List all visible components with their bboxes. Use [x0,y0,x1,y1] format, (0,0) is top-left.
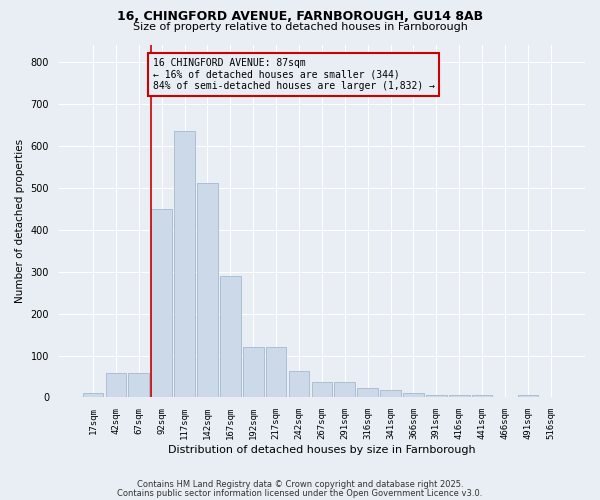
Text: Contains public sector information licensed under the Open Government Licence v3: Contains public sector information licen… [118,489,482,498]
Text: Contains HM Land Registry data © Crown copyright and database right 2025.: Contains HM Land Registry data © Crown c… [137,480,463,489]
Bar [358,388,378,398]
Bar [403,394,424,398]
Bar [289,371,309,398]
Bar [334,382,355,398]
Bar [472,396,493,398]
Bar [197,184,218,398]
Text: 16, CHINGFORD AVENUE, FARNBOROUGH, GU14 8AB: 16, CHINGFORD AVENUE, FARNBOROUGH, GU14 … [117,10,483,23]
X-axis label: Distribution of detached houses by size in Farnborough: Distribution of detached houses by size … [168,445,476,455]
Bar [426,394,446,398]
Bar [518,396,538,398]
Bar [266,347,286,398]
Text: Size of property relative to detached houses in Farnborough: Size of property relative to detached ho… [133,22,467,32]
Bar [83,394,103,398]
Bar [128,373,149,398]
Bar [106,373,126,398]
Bar [449,394,470,398]
Bar [380,390,401,398]
Y-axis label: Number of detached properties: Number of detached properties [15,139,25,304]
Bar [220,276,241,398]
Bar [174,131,195,398]
Text: 16 CHINGFORD AVENUE: 87sqm
← 16% of detached houses are smaller (344)
84% of sem: 16 CHINGFORD AVENUE: 87sqm ← 16% of deta… [152,58,434,91]
Bar [243,347,263,398]
Bar [311,382,332,398]
Bar [151,208,172,398]
